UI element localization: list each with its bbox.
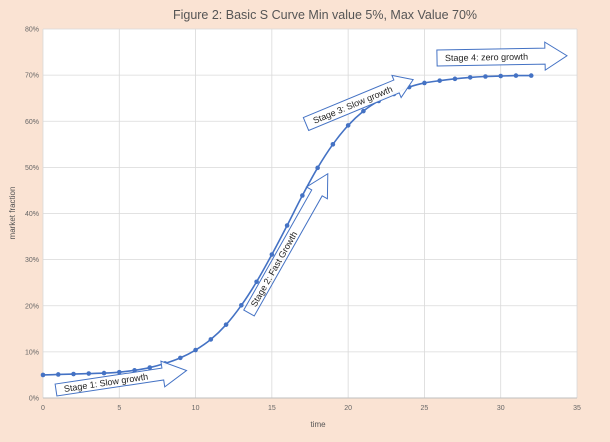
data-point xyxy=(345,123,351,128)
x-tick-label: 35 xyxy=(573,405,581,412)
data-point xyxy=(300,193,305,198)
y-tick-label: 70% xyxy=(25,73,39,80)
data-point xyxy=(498,73,504,79)
x-tick-label: 20 xyxy=(344,405,352,412)
data-point xyxy=(284,223,290,228)
x-tick-label: 15 xyxy=(268,405,276,412)
data-point xyxy=(239,302,244,308)
data-point xyxy=(193,347,198,353)
y-tick-label: 50% xyxy=(25,165,39,172)
x-tick-label: 25 xyxy=(421,405,429,412)
data-point xyxy=(452,76,458,82)
data-point xyxy=(101,370,107,376)
x-tick-label: 30 xyxy=(497,405,505,412)
data-point xyxy=(528,73,534,78)
data-point xyxy=(71,371,76,377)
y-tick-label: 10% xyxy=(25,349,39,356)
stage-label: Stage 4: zero growth xyxy=(445,52,528,63)
block-arrow-shape xyxy=(302,74,415,132)
series-line xyxy=(40,73,534,378)
x-tick-label: 0 xyxy=(41,405,45,412)
data-point xyxy=(223,322,229,327)
chart-title: Figure 2: Basic S Curve Min value 5%, Ma… xyxy=(173,8,477,22)
data-point xyxy=(208,337,214,342)
y-tick-label: 80% xyxy=(25,27,39,34)
data-point xyxy=(467,75,473,80)
data-point xyxy=(55,372,61,377)
x-tick-label: 10 xyxy=(192,405,200,412)
y-tick-label: 60% xyxy=(25,119,39,126)
y-axis-ticks: 0% 10% 20% 30% 40% 50% 60% 70% 80% xyxy=(25,27,39,403)
data-point xyxy=(422,80,427,86)
x-tick-label: 5 xyxy=(117,405,121,412)
data-point xyxy=(269,252,275,257)
x-axis-label: time xyxy=(310,420,326,429)
data-point xyxy=(40,372,46,378)
stage-arrow-4: Stage 4: zero growth xyxy=(436,41,568,72)
block-arrow-shape xyxy=(436,41,568,72)
block-arrow-shape xyxy=(243,172,329,317)
data-point xyxy=(330,142,336,147)
y-tick-label: 20% xyxy=(25,303,39,310)
y-tick-label: 30% xyxy=(25,257,39,264)
data-point xyxy=(132,368,137,373)
data-point xyxy=(315,165,320,171)
data-point xyxy=(178,355,183,361)
data-point xyxy=(361,108,366,114)
data-point xyxy=(86,371,92,376)
data-point xyxy=(254,279,259,285)
y-tick-label: 0% xyxy=(29,396,39,403)
data-point xyxy=(513,73,519,78)
data-point xyxy=(483,74,488,79)
block-arrow-shape xyxy=(54,360,188,397)
x-axis-ticks: 0 5 10 15 20 25 30 35 xyxy=(41,405,581,412)
data-point xyxy=(147,365,153,370)
data-point xyxy=(437,78,442,83)
data-point xyxy=(116,369,122,375)
y-axis-label: market fraction xyxy=(8,187,17,240)
y-tick-label: 40% xyxy=(25,211,39,218)
